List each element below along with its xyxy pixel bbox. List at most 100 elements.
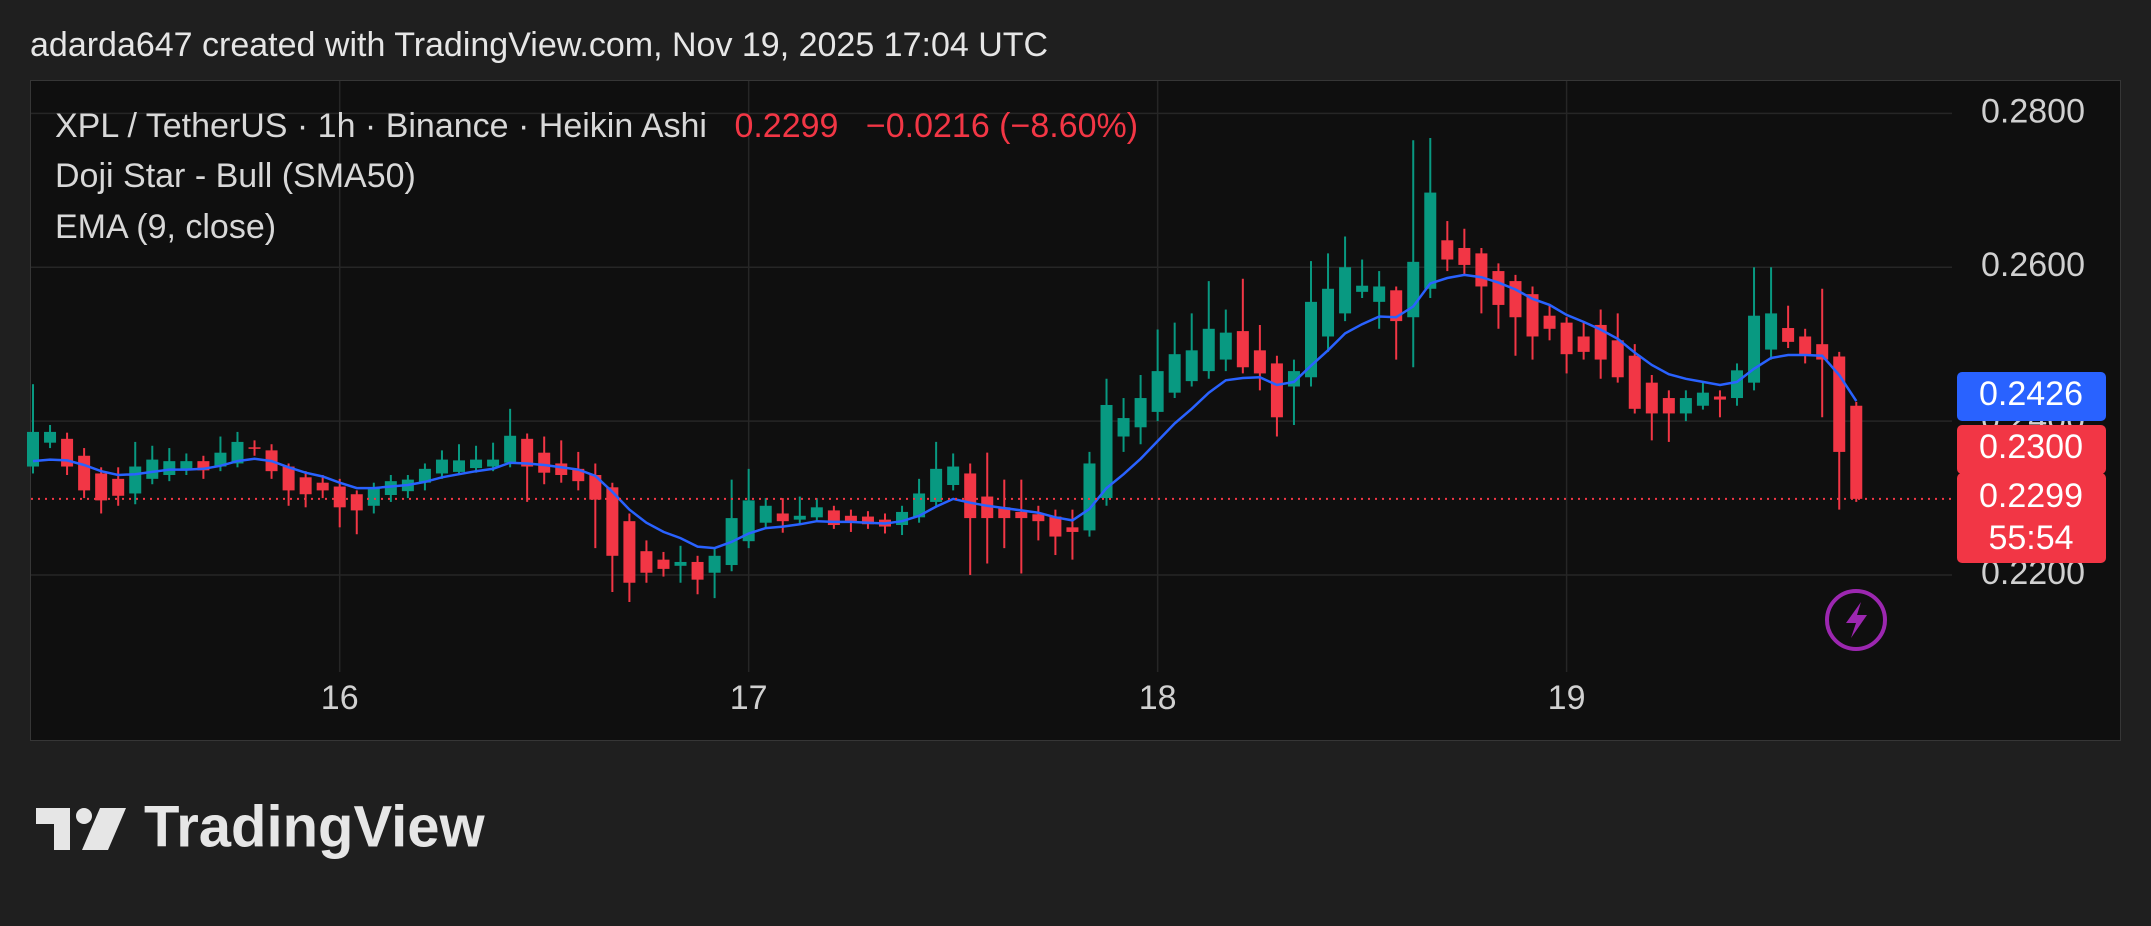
y-tick-label: 0.2800 bbox=[1981, 92, 2085, 130]
candle-body bbox=[930, 468, 943, 502]
candle-body bbox=[657, 559, 670, 569]
candle-body bbox=[112, 478, 125, 496]
alert-bolt bbox=[1846, 602, 1867, 638]
candle-body bbox=[742, 500, 755, 542]
candle-body bbox=[1850, 405, 1863, 499]
candle-body bbox=[1543, 315, 1556, 329]
candle-body bbox=[1015, 511, 1028, 519]
logo-mark bbox=[76, 808, 92, 824]
candle-body bbox=[1032, 514, 1045, 522]
candle-body bbox=[1339, 267, 1352, 314]
candle-body bbox=[487, 459, 500, 467]
candle-body bbox=[1373, 286, 1386, 302]
candle-body bbox=[299, 477, 312, 495]
candle-body bbox=[810, 507, 823, 518]
candle-body bbox=[1441, 240, 1454, 260]
candle-body bbox=[964, 473, 977, 519]
candle-body bbox=[1322, 288, 1335, 337]
candle-body bbox=[214, 452, 227, 467]
logo-mark bbox=[36, 808, 70, 850]
alert-icon[interactable] bbox=[1825, 589, 1887, 651]
candle-body bbox=[95, 473, 108, 501]
candle-body bbox=[1679, 398, 1692, 414]
candle-body bbox=[1100, 404, 1113, 499]
candle-body bbox=[129, 466, 142, 494]
candle-body bbox=[1577, 336, 1590, 352]
candle-body bbox=[350, 494, 363, 511]
legend-price: 0.2299 bbox=[734, 107, 838, 145]
candle-body bbox=[180, 461, 193, 471]
candle-body bbox=[555, 463, 568, 475]
candle-body bbox=[1083, 463, 1096, 531]
candle-body bbox=[1390, 290, 1403, 322]
candle-body bbox=[435, 459, 448, 474]
candle-body bbox=[1049, 516, 1062, 537]
candle-body bbox=[367, 488, 380, 506]
candle-body bbox=[776, 513, 789, 522]
legend-line: XPL / TetherUS · 1h · Binance · Heikin A… bbox=[55, 107, 1138, 145]
y-tick-label: 0.2600 bbox=[1981, 246, 2085, 284]
price-tag-label: 0.2426 bbox=[1979, 375, 2083, 413]
logo-text: TradingView bbox=[144, 794, 485, 859]
candle-body bbox=[861, 516, 874, 525]
candle-body bbox=[146, 459, 159, 479]
candle-body bbox=[691, 561, 704, 580]
candle-body bbox=[1134, 398, 1147, 428]
candle-body bbox=[606, 487, 619, 556]
candle-body bbox=[1696, 392, 1709, 406]
countdown: 55:54 bbox=[1988, 519, 2073, 557]
price-tag bbox=[1957, 425, 2106, 474]
candle-body bbox=[981, 496, 994, 519]
candle-body bbox=[1782, 328, 1795, 342]
candle-body bbox=[27, 431, 39, 467]
candle-body bbox=[333, 486, 346, 508]
x-tick-label: 16 bbox=[321, 679, 359, 717]
candle-body bbox=[1219, 332, 1232, 360]
candle-body bbox=[1305, 301, 1317, 378]
logo: TradingView bbox=[36, 794, 485, 859]
candle-body bbox=[1066, 527, 1079, 532]
legend-change: −0.0216 (−8.60%) bbox=[866, 107, 1138, 145]
candle-body bbox=[759, 505, 772, 523]
candle-body bbox=[1662, 398, 1675, 414]
attribution: adarda647 created with TradingView.com, … bbox=[30, 26, 1048, 64]
candle-body bbox=[1253, 350, 1266, 374]
candle-body bbox=[1270, 363, 1283, 418]
candle-body bbox=[1151, 371, 1164, 412]
indicator-label: Doji Star - Bull (SMA50) bbox=[55, 157, 416, 195]
candle-body bbox=[947, 466, 960, 486]
candle-body bbox=[453, 460, 465, 472]
candle-body bbox=[1492, 271, 1505, 305]
candle-body bbox=[1645, 382, 1658, 414]
candle-body bbox=[44, 431, 57, 443]
candle-body bbox=[708, 555, 721, 573]
candle-body bbox=[623, 521, 636, 583]
candle-body bbox=[282, 466, 295, 491]
candle-body bbox=[1731, 370, 1743, 399]
candle-body bbox=[998, 507, 1011, 519]
candle-body bbox=[793, 515, 806, 520]
candle-body bbox=[316, 482, 329, 491]
candle-body bbox=[1713, 396, 1726, 400]
candle-body bbox=[1168, 354, 1181, 393]
indicator-label: EMA (9, close) bbox=[55, 208, 276, 246]
chart-frame bbox=[30, 80, 2121, 741]
price-tag bbox=[1957, 473, 2106, 563]
price-tag-label: 0.2300 bbox=[1979, 428, 2083, 466]
candle-body bbox=[418, 468, 431, 483]
candle-body bbox=[1526, 294, 1539, 337]
candle-body bbox=[1799, 336, 1812, 355]
x-tick-label: 17 bbox=[730, 679, 768, 717]
logo-mark bbox=[82, 808, 126, 850]
plot bbox=[27, 81, 1952, 672]
ema-line bbox=[32, 273, 1858, 550]
candle-body bbox=[844, 515, 857, 523]
candle-body bbox=[1560, 322, 1573, 355]
x-tick-label: 19 bbox=[1548, 679, 1586, 717]
candle-body bbox=[913, 493, 926, 518]
candle-body bbox=[197, 461, 210, 471]
candle-body bbox=[674, 561, 687, 566]
candle-body bbox=[163, 461, 176, 475]
candle-body bbox=[231, 441, 244, 464]
